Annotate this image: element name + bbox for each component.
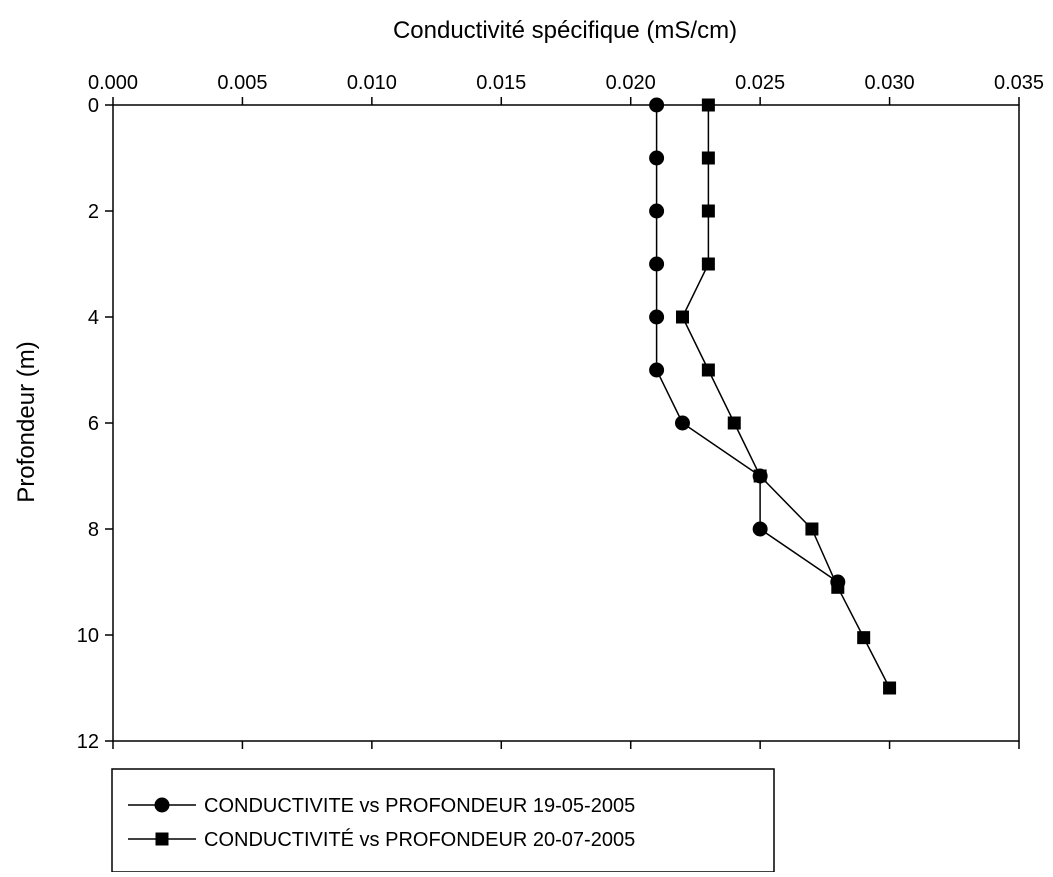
data-point-square: [701, 257, 715, 271]
legend-box: [111, 768, 775, 873]
y-tick-label: 2: [88, 201, 99, 223]
data-point-square: [805, 522, 819, 536]
y-tick-label: 6: [88, 413, 99, 435]
data-point-circle: [752, 521, 768, 537]
legend-marker-square: [155, 832, 169, 846]
legend: CONDUCTIVITE vs PROFONDEUR 19-05-2005 CON…: [111, 768, 775, 873]
y-tick-label: 0: [88, 95, 99, 117]
data-point-circle: [674, 415, 690, 431]
data-point-circle: [649, 97, 665, 113]
y-tick-label: 8: [88, 519, 99, 541]
data-point-square: [883, 681, 897, 695]
x-tick-label: 0.005: [217, 72, 267, 94]
series-layer: [649, 97, 897, 695]
data-point-square: [701, 151, 715, 165]
data-point-circle: [649, 256, 665, 272]
series-2: [675, 98, 897, 695]
x-tick-label: 0.035: [994, 72, 1044, 94]
y-tick-label: 10: [77, 625, 99, 647]
legend-marker-circle: [154, 797, 170, 813]
x-axis-title: Conductivité spécifique (mS/cm): [393, 17, 737, 44]
x-tick-label: 0.000: [88, 72, 138, 94]
data-point-circle: [649, 203, 665, 219]
x-tick-label: 0.015: [476, 72, 526, 94]
legend-label: CONDUCTIVITE vs PROFONDEUR 19-05-2005: [204, 795, 635, 817]
series-1: [649, 97, 846, 590]
series-2-line: [681, 105, 891, 689]
x-tick-label: 0.030: [865, 72, 915, 94]
data-point-square: [831, 580, 845, 594]
y-tick-label: 12: [77, 731, 99, 753]
x-tick-label: 0.010: [347, 72, 397, 94]
data-point-square: [701, 98, 715, 112]
data-point-square: [753, 469, 767, 483]
legend-entry-1: CONDUCTIVITE vs PROFONDEUR 19-05-2005: [128, 795, 635, 817]
y-axis-title: Profondeur (m): [13, 341, 40, 502]
data-point-square: [727, 416, 741, 430]
legend-label: CONDUCTIVITÉ vs PROFONDEUR 20-07-2005: [204, 828, 635, 851]
x-tick-label: 0.025: [735, 72, 785, 94]
axes-layer: 0.000 0.005 0.010 0.015 0.020 0.025 0.030 0.035…: [77, 72, 1044, 753]
legend-entry-2: CONDUCTIVITÉ vs PROFONDEUR 20-07-2005: [128, 828, 635, 851]
data-point-circle: [649, 362, 665, 378]
legend-items: CONDUCTIVITE vs PROFONDEUR 19-05-2005 CON…: [128, 795, 635, 851]
data-point-square: [701, 204, 715, 218]
plot-frame: [112, 104, 1020, 742]
data-point-square: [857, 631, 871, 645]
x-tick-label: 0.020: [606, 72, 656, 94]
data-point-circle: [649, 150, 665, 166]
data-point-square: [675, 310, 689, 324]
data-point-circle: [649, 309, 665, 325]
data-point-square: [701, 363, 715, 377]
y-tick-label: 4: [88, 307, 99, 329]
series-1-line: [655, 105, 839, 583]
